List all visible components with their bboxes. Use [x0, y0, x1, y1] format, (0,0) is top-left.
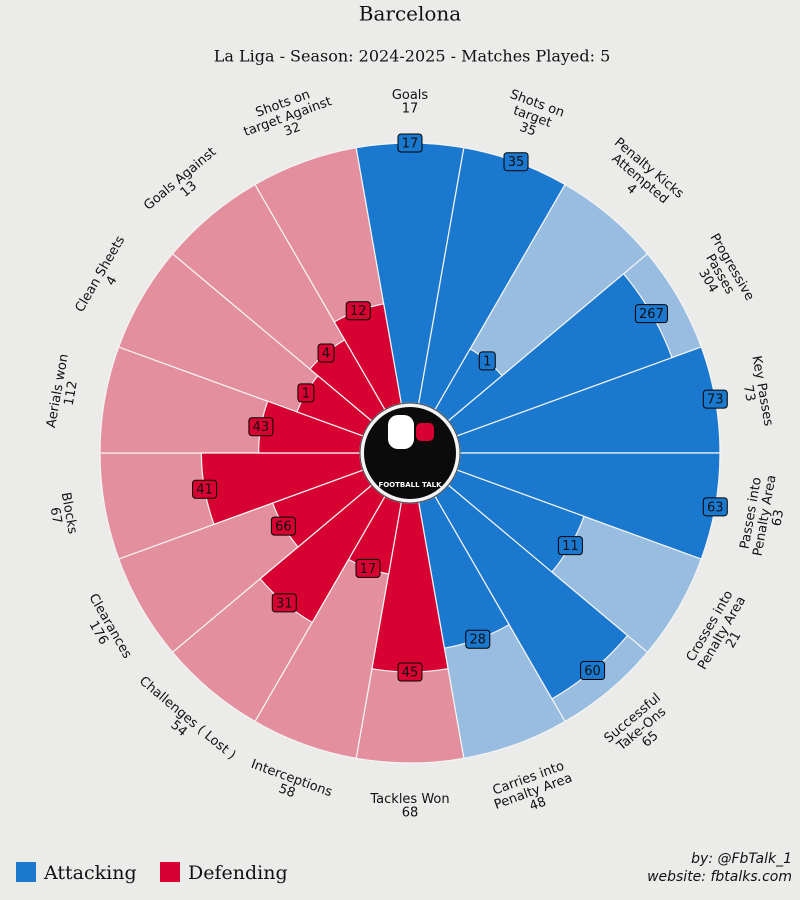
logo-icon-accent: [416, 423, 434, 441]
bar-label-box: [270, 516, 296, 536]
legend-label: Defending: [188, 862, 288, 884]
bar-label: 1: [483, 354, 491, 369]
bar-label-box: [248, 417, 274, 437]
category-value: 67: [47, 506, 65, 525]
bar-label-box: [465, 629, 491, 649]
legend-swatch: [16, 862, 36, 882]
category-value: 17: [402, 102, 419, 117]
category-label: Blocks: [58, 491, 80, 535]
bar-label-box: [580, 661, 606, 681]
bar-label-box: [478, 351, 496, 371]
category-value: 35: [517, 120, 538, 140]
bar-label: 66: [275, 520, 292, 535]
bar-label-box: [634, 304, 668, 324]
category-value: 32: [282, 120, 303, 140]
bar-label: 28: [470, 633, 487, 648]
bar-label-box: [297, 383, 315, 403]
legend-swatch: [160, 862, 180, 882]
category-value: 73: [740, 384, 758, 403]
website: website: fbtalks.com: [647, 869, 792, 885]
category-value: 58: [277, 781, 298, 801]
bar-label: 1: [302, 386, 310, 401]
bar-label: 11: [562, 539, 579, 554]
bar-label: 12: [350, 304, 367, 319]
bar-label: 60: [584, 664, 601, 679]
bar-label: 17: [402, 137, 419, 152]
logo-icon: [388, 415, 414, 449]
bar-label-box: [192, 479, 218, 499]
legend-label: Attacking: [43, 862, 137, 884]
bar-label: 73: [707, 393, 724, 408]
credit: by: @FbTalk_1: [691, 851, 792, 867]
bar-label: 41: [196, 483, 213, 498]
chart-title: Barcelona: [359, 2, 462, 26]
category-value: 63: [769, 508, 787, 527]
category-value: 68: [402, 806, 419, 821]
bar-label: 4: [322, 346, 330, 361]
bar-label: 35: [508, 155, 525, 170]
bar-label: 63: [707, 500, 724, 515]
bar-label-box: [503, 152, 529, 172]
bar-label-box: [702, 389, 728, 409]
bar-label: 43: [253, 420, 270, 435]
chart-subtitle: La Liga - Season: 2024-2025 - Matches Pl…: [214, 47, 611, 66]
bar-label-box: [345, 301, 371, 321]
category-label: Goals: [392, 88, 429, 103]
bar-label-box: [271, 593, 297, 613]
bar-label-box: [702, 497, 728, 517]
bar-label: 45: [402, 666, 419, 681]
bar-label: 31: [276, 596, 293, 611]
bar-label-box: [317, 343, 335, 363]
bar-label: 17: [360, 562, 377, 577]
category-value: 21: [723, 629, 744, 651]
bar-label-box: [397, 133, 423, 153]
bar-label-box: [557, 536, 583, 556]
category-label: Tackles Won: [369, 792, 449, 807]
category-value: 112: [62, 380, 81, 407]
bar-label-box: [397, 662, 423, 682]
logo-text: FOOTBALL TALK: [378, 481, 442, 489]
bar-label-box: [355, 558, 381, 578]
bar-label: 267: [639, 307, 664, 322]
category-value: 48: [528, 795, 549, 815]
